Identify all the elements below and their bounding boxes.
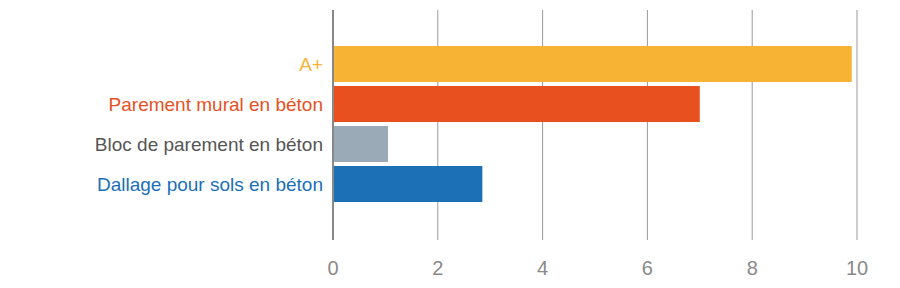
tick-label: 4 <box>537 257 548 279</box>
tick-label: 8 <box>747 257 758 279</box>
bar <box>333 46 852 82</box>
tick-label: 6 <box>642 257 653 279</box>
bar <box>333 126 388 162</box>
chart-svg: 0 2 4 6 8 10 A+ Parement mural en béton Bloc de … <box>0 0 900 288</box>
category-label: Bloc de parement en béton <box>95 134 323 155</box>
grid-line <box>647 10 648 240</box>
category-label: Dallage pour sols en béton <box>97 174 323 195</box>
bar <box>333 166 482 202</box>
chart-container: 0 2 4 6 8 10 A+ Parement mural en béton Bloc de … <box>0 0 900 288</box>
axis-line <box>332 10 334 240</box>
tick-label: 0 <box>327 257 338 279</box>
tick-label: 2 <box>432 257 443 279</box>
bar <box>333 86 700 122</box>
grid-line <box>437 10 438 240</box>
category-label: Parement mural en béton <box>109 94 323 115</box>
bars <box>333 46 852 202</box>
grid-line <box>857 10 858 240</box>
grid-line <box>752 10 753 240</box>
grid <box>438 10 857 240</box>
grid-line <box>542 10 543 240</box>
tick-label: 10 <box>846 257 868 279</box>
category-label: A+ <box>299 54 323 75</box>
